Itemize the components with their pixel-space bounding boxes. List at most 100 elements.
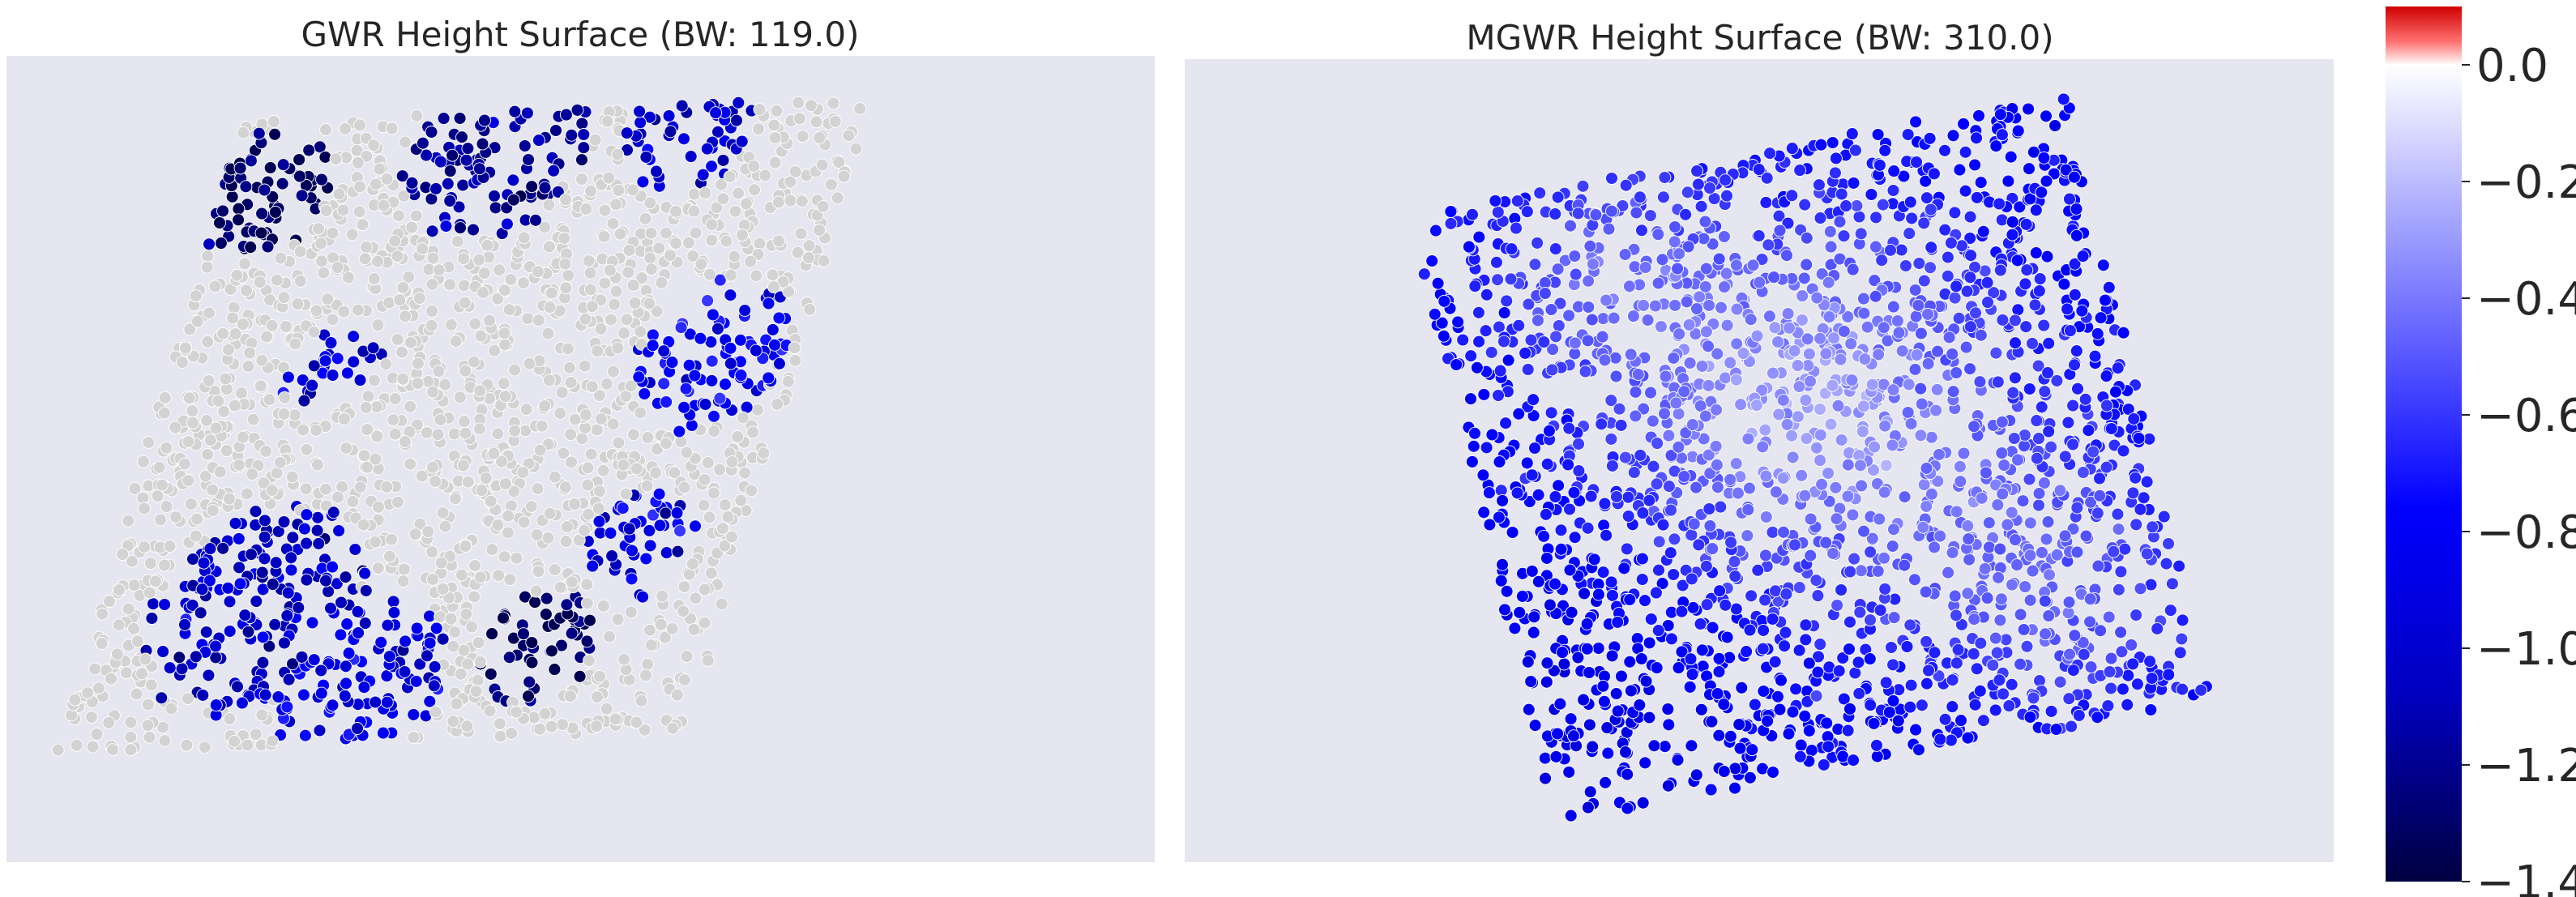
- mgwr-point: [1638, 261, 1652, 274]
- gwr-point: [326, 313, 340, 327]
- gwr-point: [703, 510, 716, 524]
- gwr-point: [186, 553, 199, 566]
- gwr-point: [293, 153, 306, 166]
- mgwr-point: [1871, 564, 1885, 578]
- gwr-point: [716, 522, 729, 536]
- gwr-point: [582, 254, 596, 267]
- gwr-point: [832, 156, 846, 169]
- mgwr-point: [1532, 488, 1545, 502]
- mgwr-point: [1521, 363, 1535, 376]
- mgwr-point: [1572, 464, 1586, 478]
- mgwr-point: [1843, 702, 1856, 715]
- mgwr-point: [1783, 321, 1796, 335]
- gwr-point: [307, 359, 321, 373]
- mgwr-point: [1699, 559, 1713, 573]
- mgwr-point: [1650, 661, 1664, 675]
- mgwr-point: [1656, 518, 1670, 532]
- mgwr-point: [2194, 683, 2208, 697]
- gwr-point: [297, 423, 310, 437]
- gwr-point: [583, 654, 596, 668]
- gwr-point: [318, 150, 332, 164]
- gwr-point: [543, 301, 557, 314]
- mgwr-point: [1973, 375, 1987, 389]
- gwr-point: [300, 442, 314, 456]
- gwr-point: [538, 707, 552, 720]
- mgwr-point: [1720, 318, 1734, 332]
- mgwr-point: [1693, 290, 1707, 304]
- mgwr-point: [1761, 714, 1775, 728]
- gwr-point: [85, 711, 98, 724]
- mgwr-point: [1662, 429, 1676, 442]
- gwr-point: [547, 164, 561, 177]
- mgwr-point: [1732, 718, 1746, 732]
- gwr-point: [711, 322, 724, 335]
- mgwr-point: [1649, 586, 1663, 600]
- gwr-point: [263, 639, 276, 653]
- mgwr-point: [1954, 617, 1968, 631]
- gwr-point: [329, 152, 343, 166]
- mgwr-point: [1826, 136, 1839, 149]
- mgwr-point: [1758, 423, 1772, 437]
- mgwr-point: [2121, 698, 2134, 711]
- mgwr-point: [1467, 439, 1480, 453]
- gwr-point: [258, 688, 272, 702]
- gwr-point: [560, 520, 574, 534]
- gwr-point: [853, 102, 867, 116]
- gwr-point: [233, 577, 247, 591]
- gwr-point: [498, 284, 511, 297]
- mgwr-point: [1729, 258, 1743, 272]
- mgwr-point: [1909, 310, 1923, 323]
- gwr-point: [429, 182, 442, 195]
- mgwr-point: [2162, 537, 2175, 550]
- mgwr-point: [1718, 280, 1731, 294]
- gwr-point: [744, 254, 758, 268]
- gwr-point: [195, 583, 209, 596]
- gwr-point: [68, 693, 82, 707]
- mgwr-point: [1923, 131, 1937, 145]
- gwr-point: [431, 428, 445, 442]
- mgwr-point: [2070, 501, 2084, 515]
- mgwr-point: [2006, 386, 2020, 399]
- gwr-point: [307, 653, 321, 667]
- gwr-point: [581, 461, 595, 475]
- gwr-point: [542, 199, 556, 211]
- mgwr-point: [1683, 357, 1697, 369]
- gwr-point: [565, 455, 578, 469]
- mgwr-point: [1959, 340, 1973, 354]
- gwr-point: [276, 158, 290, 172]
- mgwr-point: [1489, 255, 1503, 269]
- mgwr-point: [1916, 520, 1930, 534]
- mgwr-point: [2020, 639, 2034, 653]
- gwr-point: [592, 515, 606, 528]
- gwr-point: [427, 679, 441, 693]
- gwr-point: [255, 708, 269, 722]
- mgwr-point: [1562, 309, 1576, 322]
- gwr-point: [240, 487, 254, 501]
- gwr-point: [213, 465, 227, 479]
- mgwr-point: [1564, 219, 1577, 233]
- gwr-point: [216, 541, 230, 555]
- mgwr-point: [1668, 220, 1681, 233]
- gwr-point: [347, 355, 361, 369]
- mgwr-point: [2130, 518, 2143, 532]
- mgwr-point: [1671, 753, 1685, 767]
- mgwr-point: [1954, 714, 1967, 728]
- mgwr-point: [1528, 719, 1542, 733]
- mgwr-point: [2165, 577, 2179, 591]
- gwr-point: [568, 412, 582, 426]
- colorbar-tick-label: −0.2: [2476, 156, 2576, 209]
- mgwr-point: [1933, 529, 1947, 543]
- gwr-point: [588, 133, 602, 147]
- mgwr-point: [1610, 490, 1623, 503]
- gwr-point: [718, 539, 732, 553]
- mgwr-point: [1763, 147, 1777, 160]
- mgwr-point: [1953, 163, 1967, 177]
- mgwr-point: [2114, 626, 2128, 639]
- mgwr-point: [1591, 587, 1605, 601]
- mgwr-point: [1431, 276, 1445, 290]
- mgwr-point: [2094, 624, 2108, 638]
- gwr-point: [517, 515, 531, 529]
- gwr-point: [130, 634, 144, 648]
- gwr-point: [558, 257, 572, 271]
- gwr-point: [428, 660, 442, 673]
